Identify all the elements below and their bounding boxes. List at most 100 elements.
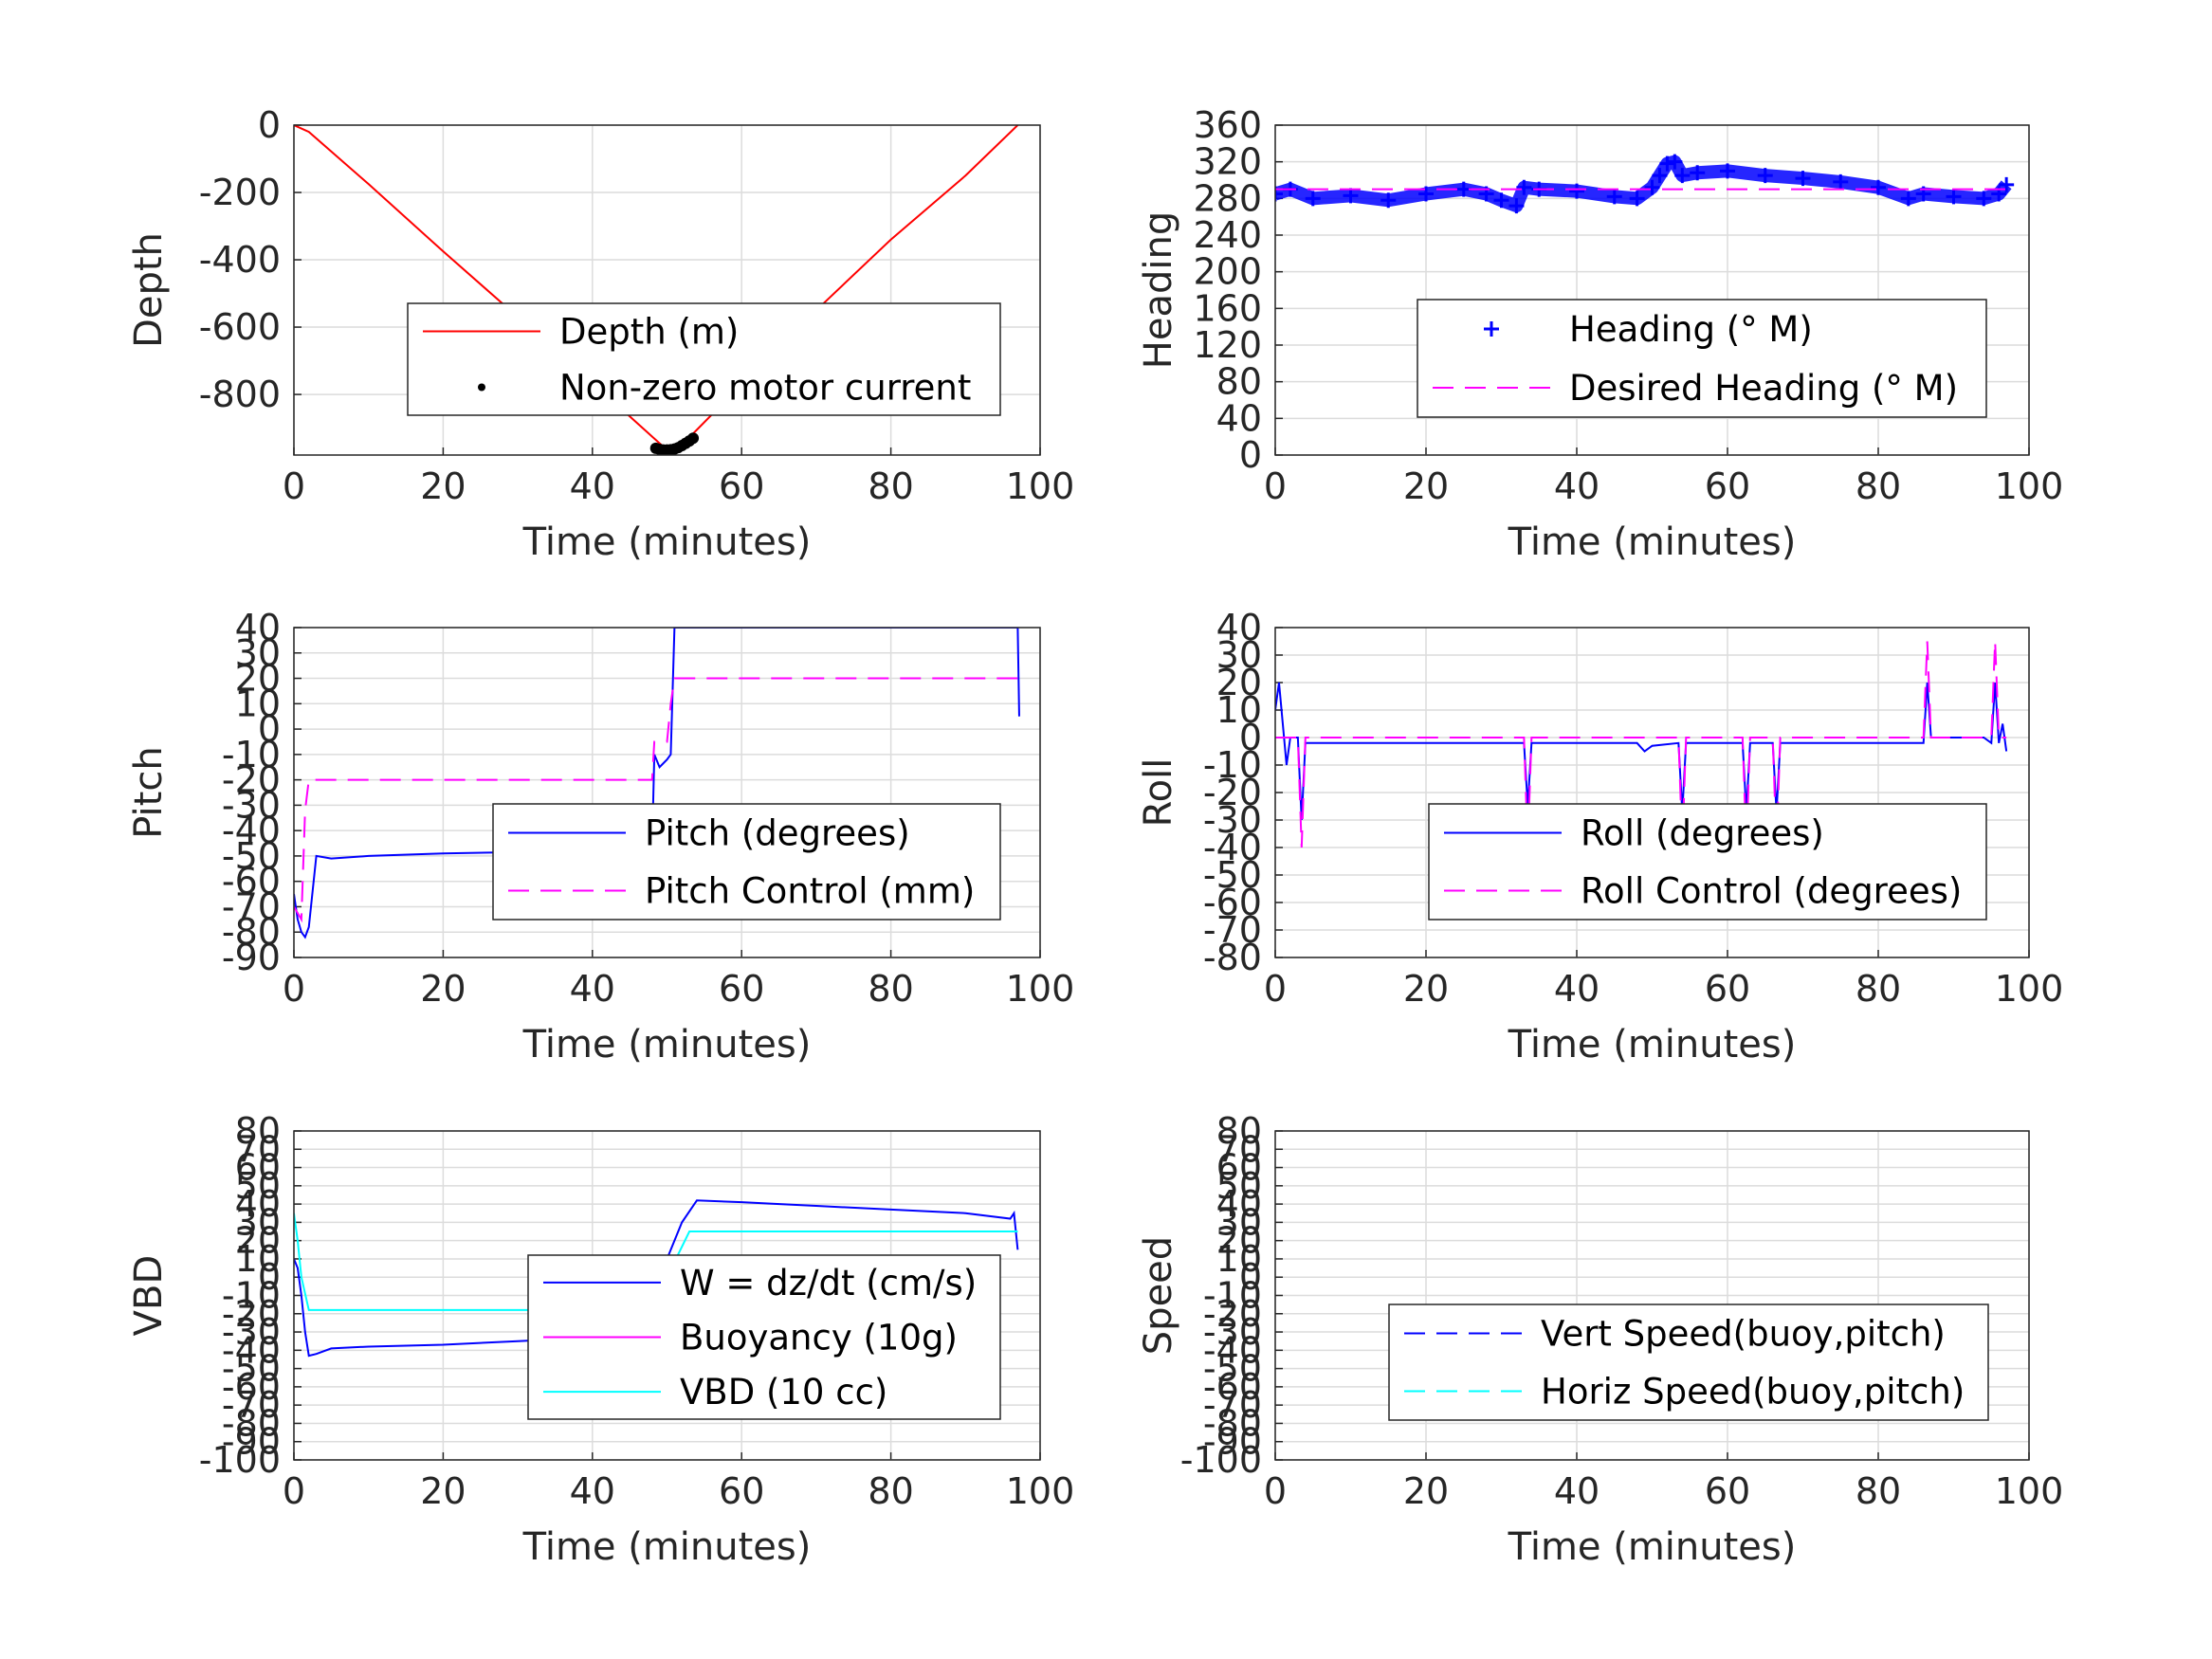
legend-label: Non-zero motor current [559,368,971,409]
y-tick-label: -90 [1203,1421,1262,1463]
series-1-marker [1659,155,1675,172]
x-tick-label: 40 [1554,465,1600,507]
legend: Depth (m) Non-zero motor current [407,302,1001,416]
series-1-marker [1644,179,1660,195]
x-tick-label: 60 [1705,1470,1750,1512]
series-1-marker [1871,179,1886,195]
y-tick-label: -10 [1203,1275,1262,1317]
series-1-marker [1275,186,1283,202]
legend-box [1428,803,1987,921]
y-tick-label: -60 [222,861,281,902]
x-tick-label: 40 [570,968,615,1010]
y-tick-label: -50 [1203,1348,1262,1390]
series-1-marker [1508,198,1525,214]
legend-box [407,302,1001,416]
x-tick-label: 100 [1006,1470,1075,1512]
legend-label: Roll (degrees) [1581,813,1824,854]
y-tick-label: -80 [222,911,281,953]
x-tick-label: 20 [1403,465,1449,507]
x-tick-label: 0 [283,465,305,507]
legend-label: Pitch (degrees) [645,813,910,854]
series-group [1275,154,2015,214]
legend-label: W = dz/dt (cm/s) [680,1263,977,1304]
series-1-marker [1690,165,1706,181]
series-2-line [294,677,1018,923]
x-tick-label: 100 [1995,968,2064,1010]
axes-box [1274,124,2030,456]
x-tick-label: 20 [420,968,466,1010]
y-tick-label: 0 [258,104,281,146]
x-tick-label: 0 [1264,465,1287,507]
x-axis-label: Time (minutes) [522,1023,812,1066]
legend-label: Pitch Control (mm) [645,871,975,912]
y-tick-label: 30 [235,1201,281,1243]
y-tick-label: -40 [222,810,281,851]
y-axis-label: VBD [127,1255,171,1337]
axes-box [293,627,1041,958]
axes-box [1274,1130,2030,1461]
legend: Pitch (degrees) Pitch Control (mm) [492,803,1001,921]
series-1-marker [1833,173,1849,190]
series-1-marker [1674,168,1691,184]
x-tick-label: 60 [719,968,764,1010]
series-1-marker [1946,189,1962,205]
y-tick-label: 50 [1216,1165,1262,1207]
x-tick-label: 100 [1995,1470,2064,1512]
legend-box [492,803,1001,921]
series-1-marker [1606,189,1622,205]
x-tick-label: 60 [719,1470,764,1512]
chart-panel-6: 0 20 40 60 80 10080706050403020100-10-20-30-4… [1137,1110,2063,1569]
x-tick-label: 80 [1856,968,1901,1010]
x-axis-label: Time (minutes) [1508,1023,1797,1066]
y-tick-label: 40 [1216,1183,1262,1225]
legend: Roll (degrees) Roll Control (degrees) [1428,803,1987,921]
y-tick-label: 60 [235,1147,281,1189]
series-1-marker [1757,168,1773,184]
y-tick-label: 240 [1193,214,1262,256]
axes-box [1274,627,2030,958]
y-tick-label: 80 [1216,1110,1262,1152]
legend-label: Heading (° M) [1569,309,1813,350]
y-tick-label: -200 [199,172,281,213]
y-tick-label: -60 [1203,1366,1262,1408]
x-tick-label: 80 [1856,1470,1901,1512]
x-tick-label: 80 [868,968,913,1010]
y-tick-label: 10 [235,1238,281,1280]
y-axis-label: Depth [127,232,171,348]
y-tick-label: 10 [235,683,281,724]
y-tick-label: 40 [1216,607,1262,648]
x-tick-label: 0 [283,968,305,1010]
y-tick-label: 20 [235,1220,281,1262]
legend-label: Buoyancy (10g) [680,1318,958,1358]
legend-label: VBD (10 cc) [680,1372,887,1413]
y-tick-label: 0 [258,708,281,750]
y-tick-label: 10 [1216,1238,1262,1280]
y-tick-label: 30 [235,632,281,674]
legend: Vert Speed(buoy,pitch) Horiz Speed(buoy,p… [1388,1304,1989,1421]
y-tick-label: 70 [1216,1128,1262,1170]
y-tick-label: -10 [222,734,281,775]
y-tick-label: 80 [235,1110,281,1152]
x-tick-label: 100 [1006,465,1075,507]
series-1-marker [1493,192,1509,209]
y-tick-label: -20 [222,759,281,801]
legend-box [1417,299,1987,418]
x-tick-label: 40 [1554,1470,1600,1512]
y-tick-label: 20 [1216,662,1262,703]
series-1-marker [1900,191,1916,207]
series-1-marker [1569,183,1584,199]
x-axis-label: Time (minutes) [1508,1525,1797,1569]
y-tick-label: -30 [222,1311,281,1353]
y-tick-label: -80 [1203,1402,1262,1444]
y-tick-label: -90 [222,937,281,978]
legend-label: Depth (m) [559,312,739,353]
y-tick-label: -40 [222,1329,281,1371]
y-tick-label: -600 [199,306,281,348]
y-tick-label: -70 [1203,909,1262,951]
x-tick-label: 20 [420,465,466,507]
x-tick-label: 80 [1856,465,1901,507]
y-tick-label: -20 [222,1293,281,1335]
series-1-marker [1343,188,1359,204]
series-1-marker [1667,154,1683,170]
series-1-marker [1795,171,1811,187]
